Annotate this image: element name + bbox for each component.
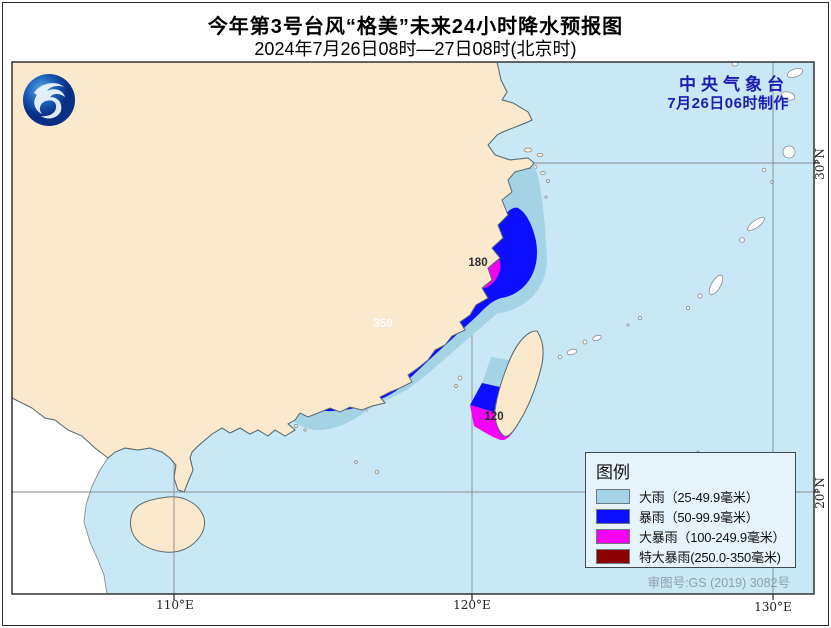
legend-item: 大暴雨（100-249.9毫米） <box>596 526 787 546</box>
legend-swatch <box>596 488 630 504</box>
xtick-120e: 120°E <box>453 598 491 612</box>
legend-swatch <box>596 508 630 524</box>
legend-items: 大雨（25-49.9毫米） 暴雨（50-99.9毫米） 大暴雨（100-249.9毫… <box>596 486 787 566</box>
xtick-110e: 110°E <box>156 598 194 612</box>
xtick-130e: 130°E <box>754 600 792 614</box>
agency-stamp: 中央气象台 7月26日06时制作 <box>667 74 789 114</box>
legend-title: 图例 <box>596 463 630 482</box>
legend-item-label: 大雨（25-49.9毫米） <box>639 489 759 505</box>
axis-ticks <box>173 162 820 600</box>
legend: 图例 大雨（25-49.9毫米） 暴雨（50-99.9毫米） 大暴雨（100-249… <box>585 452 796 568</box>
legend-item-label: 特大暴雨(250.0-350毫米) <box>639 549 781 565</box>
map-border <box>11 61 815 595</box>
legend-item: 大雨（25-49.9毫米） <box>596 486 787 506</box>
legend-item: 特大暴雨(250.0-350毫米) <box>596 546 787 566</box>
ytick-30n: 30°N <box>813 148 827 180</box>
hainan-island <box>129 496 206 553</box>
ryukyu-islands <box>557 61 804 360</box>
legend-item-label: 暴雨（50-99.9毫米） <box>639 509 759 525</box>
coastal-precip-label: 180 <box>468 257 488 269</box>
legend-item-label: 大暴雨（100-249.9毫米） <box>639 529 786 545</box>
legend-item: 暴雨（50-99.9毫米） <box>596 506 787 526</box>
max-precip-label: 350 <box>373 318 393 330</box>
legend-swatch <box>596 548 630 564</box>
map-subtitle: 2024年7月26日08时—27日08时(北京时) <box>254 39 577 59</box>
taiwan-precip-label: 120 <box>484 411 504 423</box>
map-approval-number: 审图号:GS (2019) 3082号 <box>647 576 790 590</box>
ytick-20n: 20°N <box>813 477 827 509</box>
legend-swatch <box>596 528 630 544</box>
agency-name: 中央气象台 <box>679 75 789 94</box>
map-title: 今年第3号台风“格美”未来24小时降水预报图 <box>207 16 624 38</box>
agency-issue-time: 7月26日06时制作 <box>667 95 789 113</box>
cma-logo <box>23 74 75 126</box>
